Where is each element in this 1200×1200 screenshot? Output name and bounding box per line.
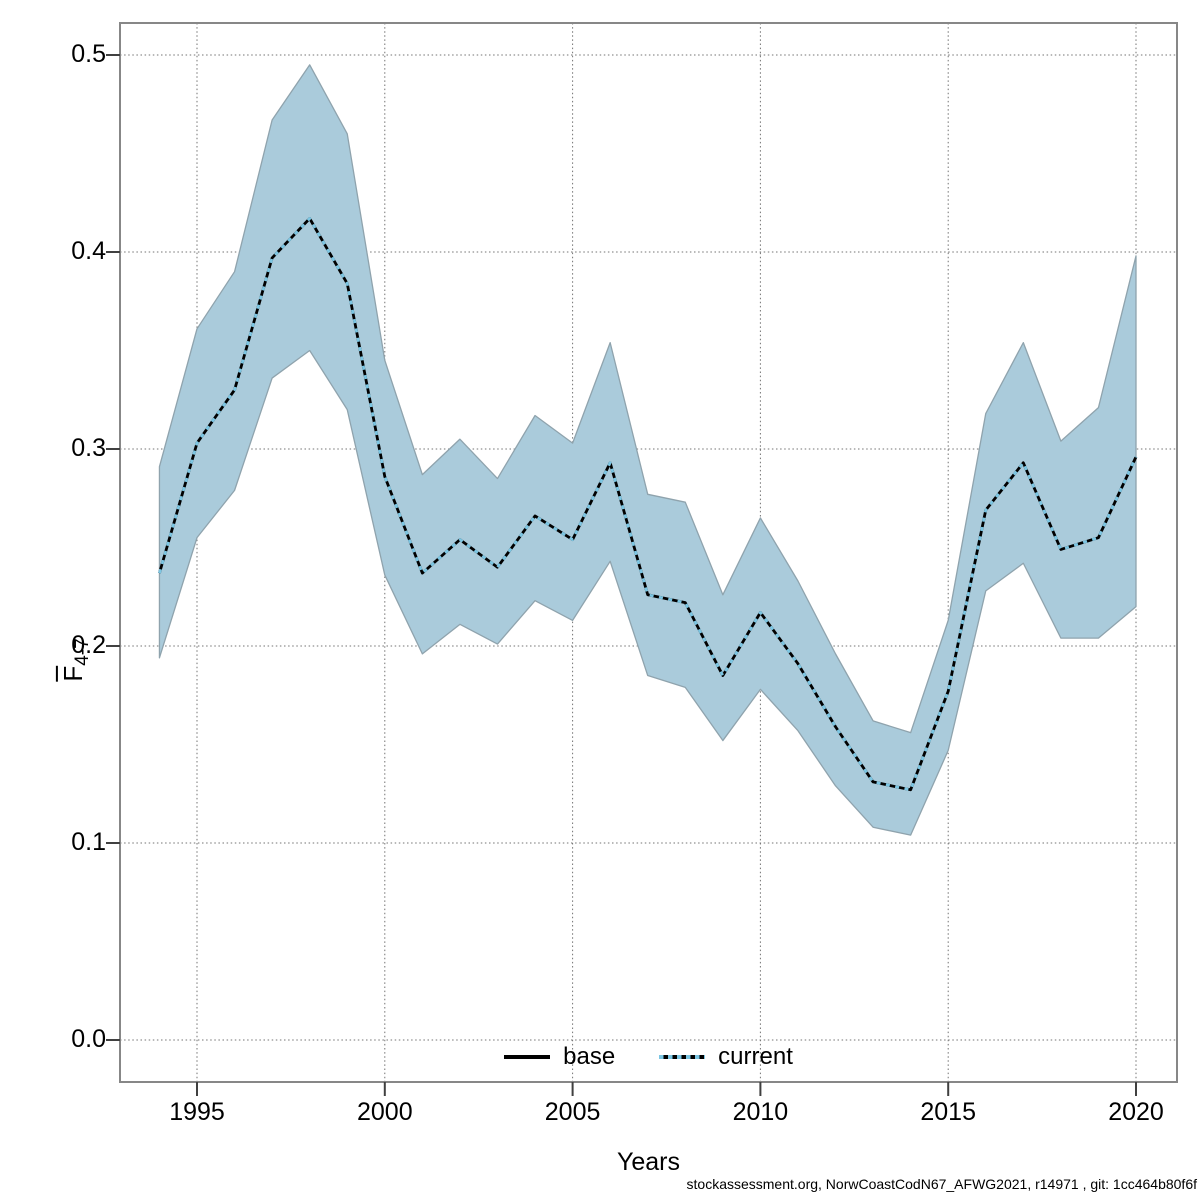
plot-border [119, 22, 1178, 1083]
x-tick-label: 2010 [732, 1098, 789, 1126]
current-line-sample-icon [659, 1055, 706, 1059]
y-axis-title-symbol: F [57, 665, 88, 682]
y-tick-label: 0.0 [71, 1025, 106, 1053]
x-tick-label: 2000 [356, 1098, 413, 1126]
x-tick-label: 1995 [169, 1098, 225, 1126]
base-line [158, 217, 1138, 792]
footer-attribution: stockassessment.org, NorwCoastCodN67_AFW… [686, 1176, 1197, 1192]
legend-label-current: current [718, 1043, 793, 1070]
y-tick-label: 0.5 [71, 40, 106, 68]
legend: base current [120, 1042, 1177, 1072]
base-line-sample-icon [504, 1055, 551, 1059]
y-tick-label: 0.2 [71, 631, 106, 659]
legend-entry-current: current [659, 1043, 793, 1071]
y-tick-label: 0.4 [71, 237, 106, 265]
y-axis-title-subscript: 4-7 [72, 638, 94, 666]
y-tick-label: 0.1 [71, 828, 106, 856]
x-tick-label: 2015 [920, 1098, 976, 1126]
y-tick-label: 0.3 [71, 434, 106, 462]
legend-entry-base: base [504, 1043, 615, 1071]
confidence-band [158, 64, 1137, 836]
x-axis-title: Years [616, 1148, 680, 1176]
x-tick-label: 2020 [1108, 1098, 1164, 1126]
x-tick-label: 2005 [544, 1098, 601, 1126]
legend-label-base: base [563, 1043, 616, 1070]
